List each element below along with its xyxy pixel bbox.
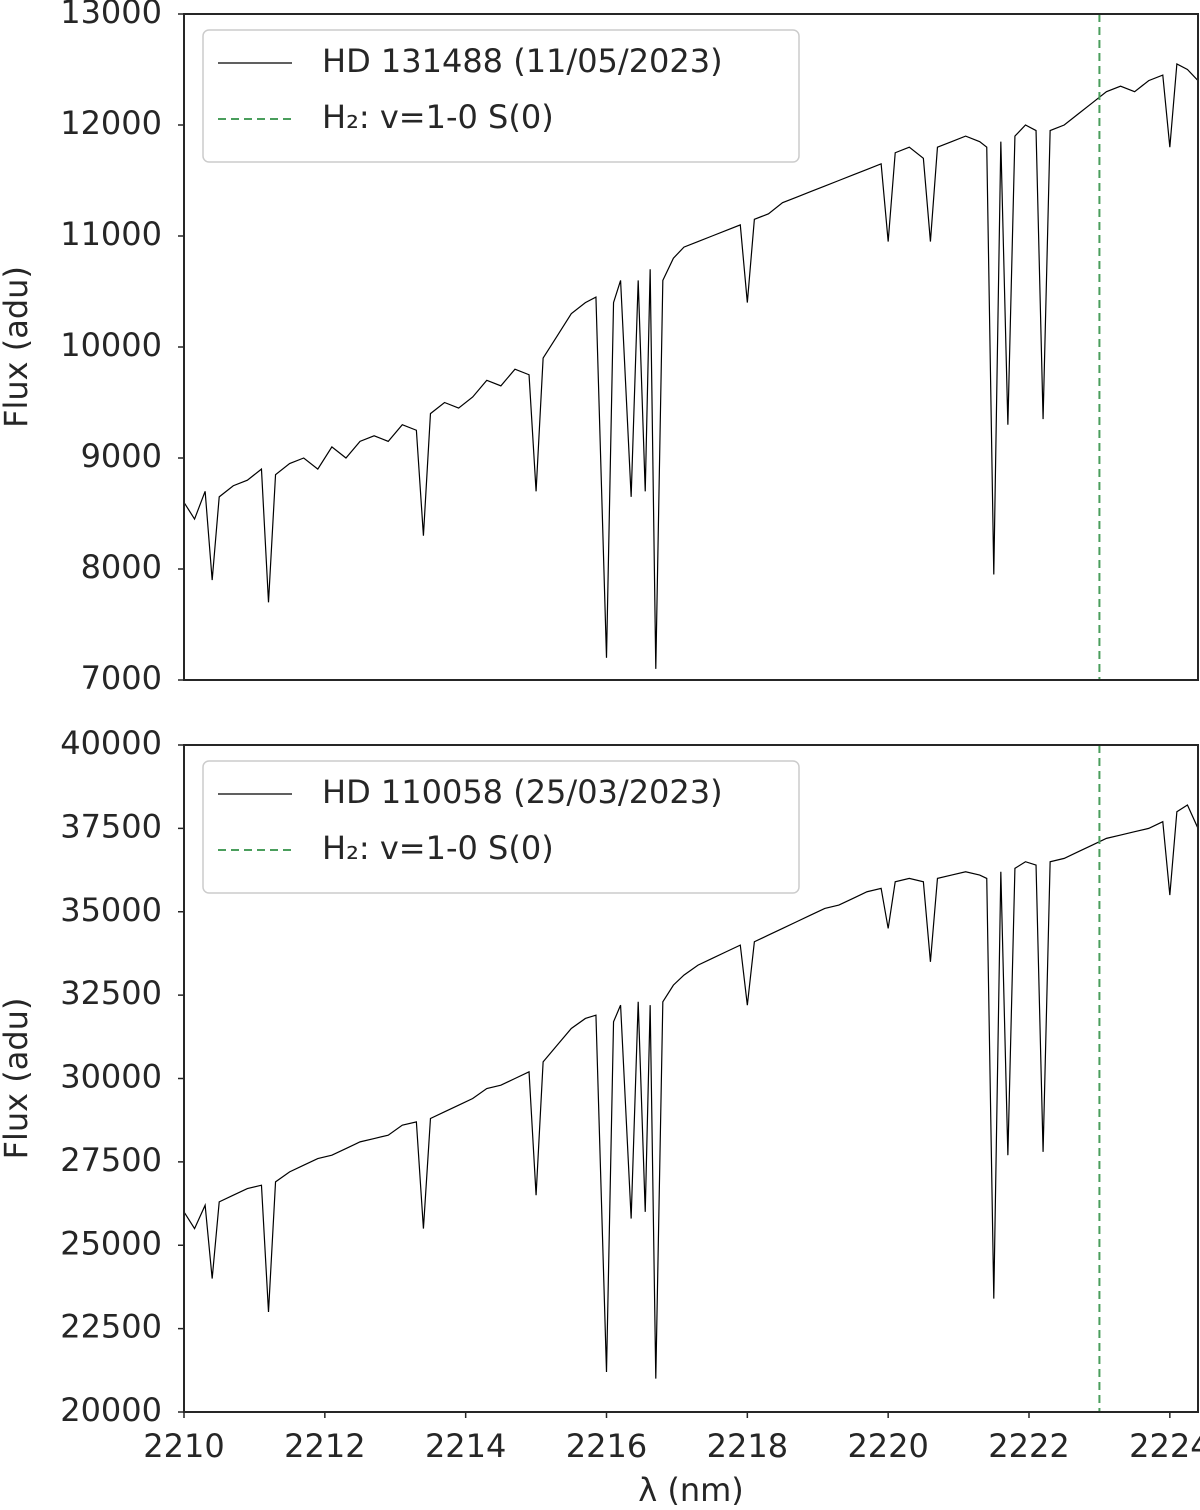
legend-label: H₂: v=1-0 S(0) — [322, 98, 554, 136]
legend-box — [202, 29, 800, 163]
x-tick-label: 2220 — [847, 1427, 928, 1465]
spectrum-line — [184, 804, 1198, 1379]
y-tick-label: 22500 — [60, 1308, 162, 1346]
axes-frame — [183, 13, 1199, 681]
y-tick-label: 40000 — [60, 724, 162, 762]
legend-label: HD 131488 (11/05/2023) — [322, 42, 723, 80]
legend-label: H₂: v=1-0 S(0) — [322, 829, 554, 867]
y-tick-label: 20000 — [60, 1391, 162, 1429]
x-tick-label: 2212 — [284, 1427, 365, 1465]
x-tick-label: 2214 — [425, 1427, 506, 1465]
x-tick-label: 2218 — [707, 1427, 788, 1465]
y-tick-label: 12000 — [60, 104, 162, 142]
y-tick-label: 7000 — [81, 659, 162, 697]
y-tick-label: 10000 — [60, 326, 162, 364]
spectrum-line — [184, 62, 1198, 669]
axes-frame — [183, 744, 1199, 1413]
y-tick-label: 32500 — [60, 974, 162, 1012]
x-tick-label: 2222 — [988, 1427, 1069, 1465]
x-tick-label: 2210 — [143, 1427, 224, 1465]
y-axis-label: Flux (adu) — [0, 998, 35, 1160]
y-tick-label: 13000 — [60, 0, 162, 31]
y-tick-label: 9000 — [81, 437, 162, 475]
y-tick-label: 11000 — [60, 215, 162, 253]
y-tick-label: 8000 — [81, 548, 162, 586]
x-axis-label: λ (nm) — [638, 1471, 744, 1509]
legend-box — [202, 760, 800, 894]
legend-label: HD 110058 (25/03/2023) — [322, 773, 723, 811]
x-tick-label: 2216 — [566, 1427, 647, 1465]
x-tick-label: 2224 — [1129, 1427, 1200, 1465]
y-tick-label: 35000 — [60, 891, 162, 929]
y-tick-label: 27500 — [60, 1141, 162, 1179]
y-tick-label: 37500 — [60, 807, 162, 845]
y-axis-label: Flux (adu) — [0, 266, 35, 428]
y-tick-label: 25000 — [60, 1224, 162, 1262]
y-tick-label: 30000 — [60, 1058, 162, 1096]
